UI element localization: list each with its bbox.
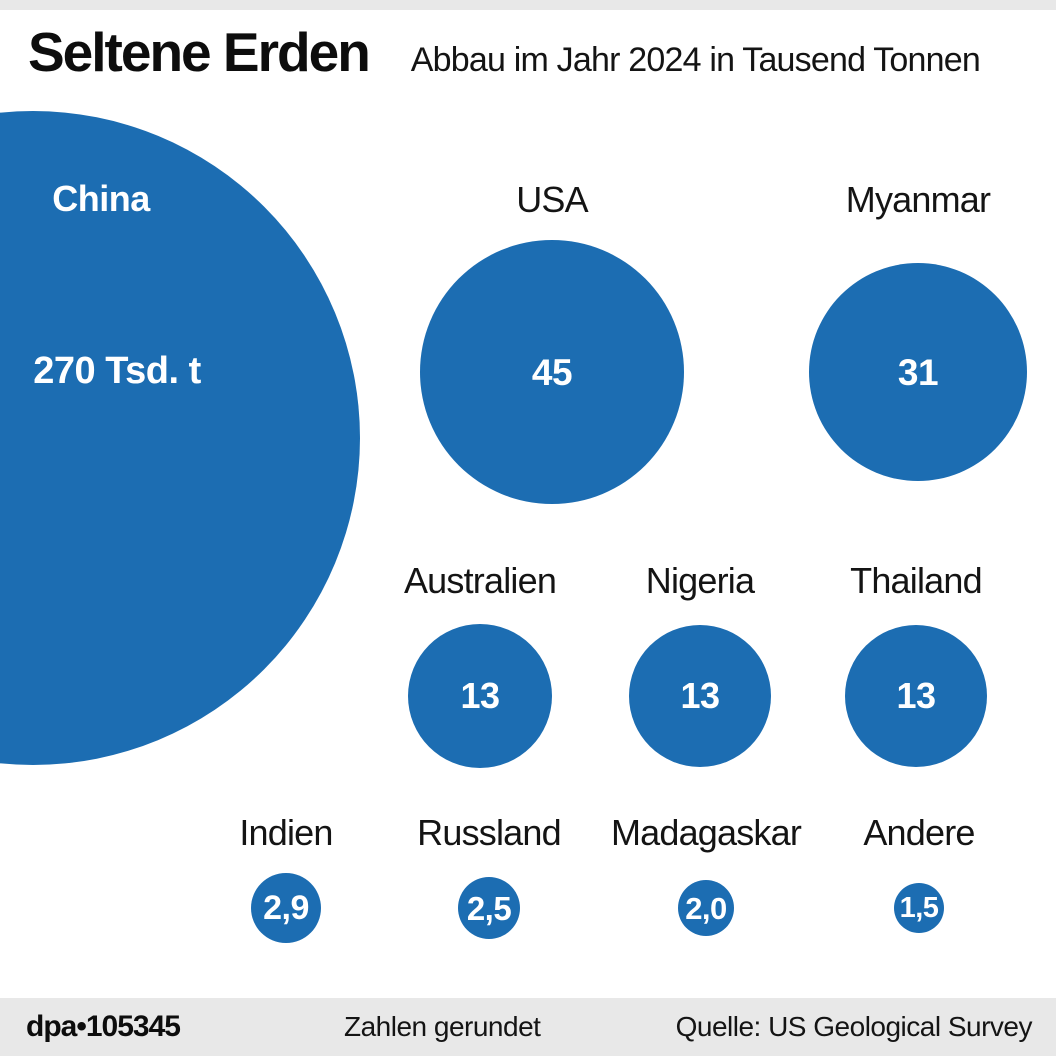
bubble-circle-indien: 2,9 [251, 873, 321, 943]
bubble-value-madagaskar: 2,0 [685, 890, 727, 926]
bubble-circle-australien: 13 [408, 624, 552, 768]
bubble-label-china: China [52, 178, 150, 219]
page-subtitle: Abbau im Jahr 2024 in Tausend Tonnen [410, 41, 981, 79]
page-title: Seltene Erden [28, 21, 371, 83]
bubble-value-myanmar: 31 [897, 351, 939, 393]
bubble-value-usa: 45 [531, 351, 573, 393]
source-credit: Quelle: US Geological Survey [675, 1011, 1033, 1042]
bubble-circle-russland: 2,5 [458, 877, 520, 939]
bubble-label-myanmar: Myanmar [845, 179, 991, 220]
rounding-note: Zahlen gerundet [344, 1011, 541, 1042]
bubble-circle-usa: 45 [420, 240, 684, 504]
bubble-label-thailand: Thailand [850, 560, 983, 601]
bubble-value-russland: 2,5 [466, 889, 512, 927]
bubble-value-australien: 13 [460, 675, 500, 716]
top-divider-bar [0, 0, 1056, 10]
bubble-label-russland: Russland [417, 812, 561, 853]
footer-bar: dpa•105345 Zahlen gerundet Quelle: US Ge… [0, 998, 1056, 1056]
bubble-value-nigeria: 13 [680, 675, 720, 716]
bubble-circle-madagaskar: 2,0 [678, 880, 734, 936]
bubble-circle-nigeria: 13 [629, 625, 771, 767]
bubble-label-andere: Andere [863, 812, 975, 853]
bubble-circle-thailand: 13 [845, 625, 987, 767]
header: Seltene Erden Abbau im Jahr 2024 in Taus… [28, 21, 981, 83]
bubble-circle-myanmar: 31 [809, 263, 1027, 481]
bubble-label-australien: Australien [403, 560, 557, 601]
bubble-value-thailand: 13 [896, 675, 936, 716]
bubble-circle-andere: 1,5 [894, 883, 944, 933]
bubble-label-indien: Indien [239, 812, 333, 853]
bubble-value-andere: 1,5 [899, 891, 939, 924]
bubble-label-nigeria: Nigeria [645, 560, 755, 601]
bubble-label-usa: USA [516, 179, 588, 220]
bubble-label-madagaskar: Madagaskar [610, 812, 802, 853]
bubble-value-indien: 2,9 [263, 889, 309, 927]
bubble-value-china: 270 Tsd. t [33, 350, 201, 392]
dpa-credit: dpa•105345 [26, 1010, 181, 1043]
